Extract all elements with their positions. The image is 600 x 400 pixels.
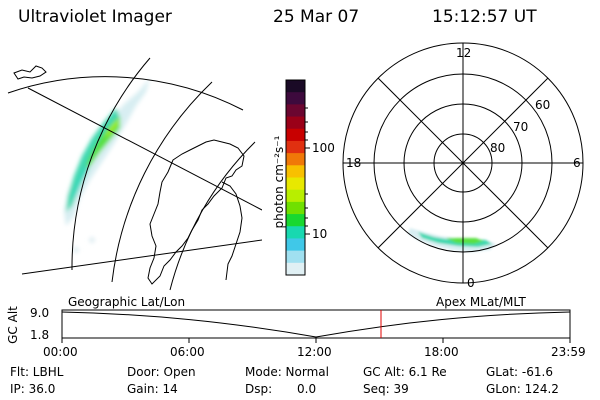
altitude-xtick-2359: 23:59 bbox=[551, 345, 586, 359]
colorbar-segment bbox=[286, 153, 305, 166]
colorbar-segment bbox=[286, 262, 305, 276]
colorbar-tick-10: 10 bbox=[312, 227, 328, 241]
observation-date: 25 Mar 07 bbox=[273, 7, 360, 27]
info-seq: Seq: 39 bbox=[363, 382, 409, 396]
info-ip: IP: 36.0 bbox=[10, 382, 56, 396]
mlat-label-60: 60 bbox=[535, 98, 551, 112]
mlt-label-12: 12 bbox=[456, 46, 472, 60]
info-gc-alt: GC Alt: 6.1 Re bbox=[363, 365, 447, 379]
colorbar-tick-marks bbox=[305, 107, 310, 235]
altitude-xtick-0600: 06:00 bbox=[170, 345, 205, 359]
altitude-xtick-0000: 00:00 bbox=[43, 345, 78, 359]
colorbar-segment bbox=[286, 104, 305, 118]
polar-aurora-emission bbox=[408, 228, 496, 252]
colorbar-segment bbox=[286, 201, 305, 215]
altitude-ylabel: GC Alt bbox=[6, 306, 20, 344]
colorbar-segment bbox=[286, 92, 305, 105]
mlt-label-0: 0 bbox=[467, 276, 475, 290]
geographic-panel-label: Geographic Lat/Lon bbox=[68, 295, 186, 309]
colorbar-segment bbox=[286, 128, 305, 142]
geo-aurora-emission bbox=[64, 78, 150, 253]
polar-panel-label: Apex MLat/MLT bbox=[436, 295, 526, 309]
colorbar-frame bbox=[285, 79, 306, 276]
info-dsp-value: 0.0 bbox=[297, 382, 317, 396]
mlt-label-6: 6 bbox=[573, 156, 581, 170]
info-glon: GLon: 124.2 bbox=[486, 382, 559, 396]
colorbar-segment bbox=[286, 238, 305, 252]
mlat-label-70: 70 bbox=[513, 120, 529, 134]
altitude-curve bbox=[61, 311, 571, 338]
geographic-map bbox=[7, 57, 262, 291]
altitude-xtick-1200: 12:00 bbox=[297, 345, 332, 359]
altitude-ytick-min: 1.8 bbox=[30, 328, 50, 342]
colorbar bbox=[285, 79, 306, 276]
colorbar-segment bbox=[286, 165, 305, 178]
info-dsp-label: Dsp: bbox=[245, 382, 273, 396]
colorbar-segment bbox=[286, 177, 305, 191]
info-door: Door: Open bbox=[127, 365, 196, 379]
info-filter: Flt: LBHL bbox=[10, 365, 64, 379]
info-glat: GLat: -61.6 bbox=[486, 365, 553, 379]
colorbar-segment bbox=[286, 250, 305, 264]
info-mode: Mode: Normal bbox=[245, 365, 329, 379]
altitude-ytick-max: 9.0 bbox=[30, 306, 50, 320]
instrument-title: Ultraviolet Imager bbox=[18, 7, 172, 27]
altitude-plot bbox=[61, 309, 571, 343]
polar-mlt-plot bbox=[342, 42, 584, 284]
colorbar-unit-label: photon cm⁻²s⁻¹ bbox=[272, 135, 286, 229]
colorbar-segment bbox=[286, 226, 305, 239]
colorbar-segment bbox=[286, 214, 305, 227]
observation-time: 15:12:57 UT bbox=[432, 7, 537, 27]
info-gain: Gain: 14 bbox=[127, 382, 178, 396]
colorbar-segment bbox=[286, 189, 305, 203]
colorbar-tick-100: 100 bbox=[312, 141, 335, 155]
mlat-label-80: 80 bbox=[490, 141, 506, 155]
altitude-xtick-1800: 18:00 bbox=[424, 345, 459, 359]
colorbar-segment bbox=[286, 80, 305, 93]
colorbar-segment bbox=[286, 140, 305, 154]
mlt-label-18: 18 bbox=[346, 156, 362, 170]
colorbar-segment bbox=[286, 116, 305, 130]
